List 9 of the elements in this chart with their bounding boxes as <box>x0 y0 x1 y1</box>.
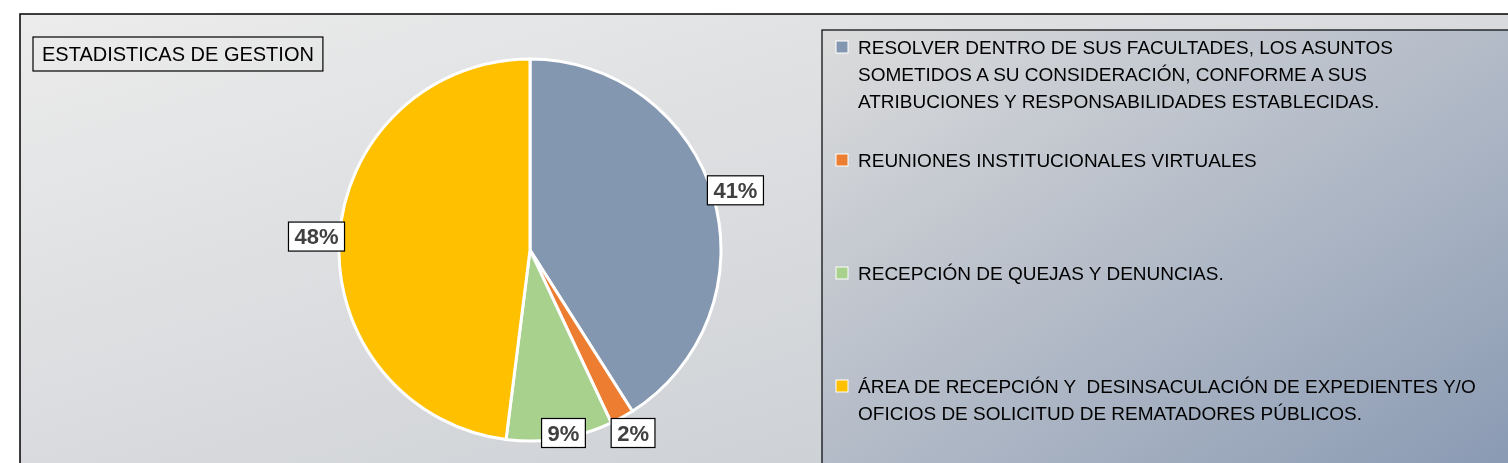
legend-label: RECEPCIÓN DE QUEJAS Y DENUNCIAS. <box>858 262 1224 284</box>
legend-label: RESOLVER DENTRO DE SUS FACULTADES, LOS ASUNTOS SOMETIDOS A SU CONSIDERACIÓN, CONFORME A SUS ATRIBUCIONES Y RESPONSABILIDADES ESTABLECIDAS. <box>858 36 1393 112</box>
data-label: 48% <box>294 224 339 250</box>
data-label: 2% <box>617 420 649 446</box>
chart-title: ESTADISTICAS DE GESTION <box>42 43 314 65</box>
data-label: 9% <box>547 420 580 446</box>
legend-label: REUNIONES INSTITUCIONALES VIRTUALES <box>858 149 1257 171</box>
legend-label: ÁREA DE RECEPCIÓN Y DESINSACULACIÓN DE EXPEDIENTES Y/O OFICIOS DE SOLICITUD DE REMATADORES PÚBLICOS. <box>858 375 1476 424</box>
data-label: 41% <box>713 177 758 203</box>
